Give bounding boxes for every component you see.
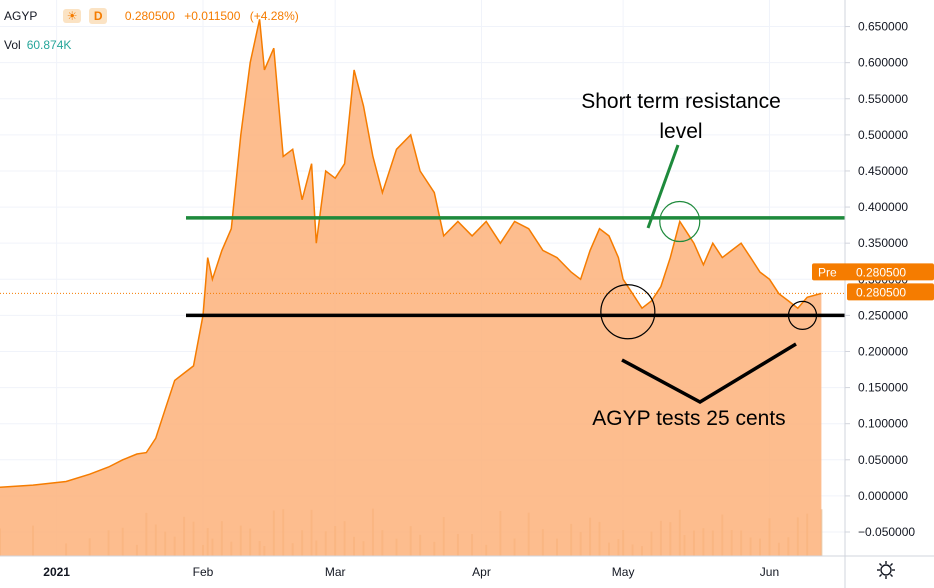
- x-tick-label: Apr: [472, 565, 491, 579]
- x-tick-label: 2021: [43, 565, 70, 579]
- y-tick-label: 0.000000: [858, 489, 908, 503]
- arrow-support: [621, 342, 797, 405]
- price-area: [0, 19, 822, 557]
- last-price-badge: [847, 283, 934, 301]
- y-tick-label: 0.150000: [858, 381, 908, 395]
- highlight-circle: [787, 300, 818, 330]
- volume-legend: Vol 60.874K: [4, 38, 71, 52]
- chart-legend: AGYP ☀ D 0.280500 +0.011500 (+4.28%): [4, 8, 299, 24]
- x-tick-label: Jun: [760, 565, 779, 579]
- y-tick-label: 0.600000: [858, 56, 908, 70]
- y-tick-label: 0.200000: [858, 344, 908, 358]
- y-tick-label: 0.350000: [858, 236, 908, 250]
- y-tick-label: 0.550000: [858, 92, 908, 106]
- interval-badge[interactable]: D: [88, 8, 108, 24]
- y-tick-label: 0.450000: [858, 164, 908, 178]
- annotation-resistance-line2: level: [659, 120, 702, 143]
- highlight-circle: [600, 284, 656, 340]
- sun-icon[interactable]: ☀: [62, 9, 82, 23]
- symbol-label[interactable]: AGYP: [4, 9, 38, 23]
- y-tick-label: 0.500000: [858, 128, 908, 142]
- y-tick-label: 0.400000: [858, 200, 908, 214]
- x-tick-label: May: [612, 565, 635, 579]
- price-change: +0.011500: [184, 9, 241, 23]
- pre-badge-label: Pre: [818, 265, 837, 279]
- y-tick-label: 0.050000: [858, 453, 908, 467]
- annotation-support: AGYP tests 25 cents: [592, 407, 785, 430]
- y-tick-label: −0.050000: [858, 525, 915, 539]
- volume-label: Vol: [4, 38, 21, 52]
- annotation-resistance-line1: Short term resistance: [581, 90, 781, 113]
- y-tick-label: 0.100000: [858, 417, 908, 431]
- highlight-circle: [659, 200, 701, 243]
- pre-price-badge: [812, 263, 934, 281]
- last-price-badge-value: 0.280500: [856, 285, 906, 299]
- y-tick-label: 0.250000: [858, 308, 908, 322]
- settings-gear-icon[interactable]: [876, 560, 896, 580]
- last-price: 0.280500: [124, 9, 175, 23]
- volume-value: 60.874K: [26, 38, 72, 52]
- x-tick-label: Mar: [325, 565, 346, 579]
- x-tick-label: Feb: [193, 565, 214, 579]
- y-tick-label: 0.650000: [858, 20, 908, 34]
- pre-badge-value: 0.280500: [856, 265, 906, 279]
- price-change-pct: (+4.28%): [249, 9, 299, 23]
- arrow-resistance: [646, 144, 680, 229]
- price-line: [0, 19, 822, 488]
